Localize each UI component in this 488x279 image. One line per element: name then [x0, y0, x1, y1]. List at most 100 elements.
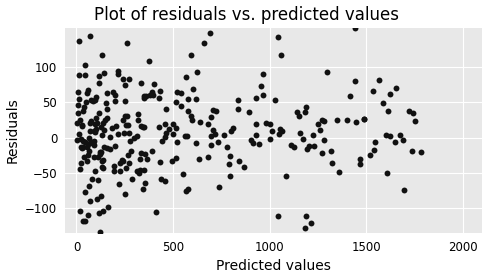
- Point: [90, 140, 98, 144]
- Point: [271, 98, 279, 102]
- Point: [114, 72, 122, 77]
- Point: [161, 122, 168, 126]
- Point: [91, 98, 99, 102]
- Point: [155, 125, 163, 129]
- Point: [266, 122, 274, 127]
- Point: [192, 141, 200, 145]
- Point: [133, 133, 141, 138]
- Point: [90, 155, 98, 160]
- Point: [85, 184, 93, 188]
- Point: [136, 157, 144, 161]
- Point: [73, 138, 81, 143]
- Point: [295, 114, 303, 118]
- Point: [323, 70, 331, 74]
- Point: [174, 140, 182, 144]
- Point: [141, 151, 149, 156]
- Point: [82, 100, 90, 104]
- Point: [141, 181, 149, 186]
- Point: [78, 146, 86, 150]
- Point: [301, 110, 308, 114]
- Point: [212, 109, 220, 114]
- Point: [201, 41, 208, 45]
- Point: [192, 97, 200, 102]
- Point: [184, 97, 192, 102]
- Point: [182, 75, 190, 80]
- Point: [126, 139, 134, 143]
- Point: [137, 80, 144, 85]
- Point: [408, 149, 416, 153]
- Point: [140, 125, 148, 129]
- Point: [99, 121, 107, 126]
- Point: [240, 165, 247, 170]
- Point: [411, 119, 419, 123]
- Point: [103, 116, 111, 120]
- Point: [259, 72, 267, 76]
- Point: [81, 140, 88, 145]
- Point: [109, 89, 117, 94]
- Point: [361, 117, 368, 121]
- Point: [75, 39, 83, 43]
- Point: [168, 159, 176, 163]
- Point: [77, 145, 84, 150]
- Point: [309, 144, 317, 148]
- Point: [318, 150, 325, 155]
- Point: [74, 103, 81, 108]
- Point: [252, 96, 260, 100]
- Point: [302, 214, 310, 218]
- Point: [305, 144, 312, 148]
- Point: [136, 167, 143, 172]
- Point: [169, 122, 177, 127]
- Point: [197, 120, 204, 124]
- Point: [234, 98, 242, 102]
- Point: [252, 133, 260, 137]
- Point: [134, 112, 142, 117]
- Point: [86, 141, 94, 146]
- Point: [287, 143, 295, 147]
- Point: [258, 84, 265, 88]
- Point: [81, 219, 89, 223]
- Point: [275, 131, 283, 136]
- Point: [392, 86, 400, 90]
- Point: [74, 110, 82, 115]
- Point: [259, 92, 267, 97]
- Point: [206, 115, 214, 119]
- Point: [234, 107, 242, 111]
- Point: [93, 196, 101, 201]
- Point: [90, 129, 98, 133]
- Point: [152, 210, 160, 214]
- Point: [137, 151, 144, 156]
- Point: [215, 140, 223, 144]
- Point: [207, 143, 215, 148]
- Point: [94, 155, 102, 159]
- Point: [88, 177, 96, 181]
- X-axis label: Predicted values: Predicted values: [216, 259, 331, 273]
- Point: [99, 158, 107, 163]
- Point: [142, 157, 150, 161]
- Point: [85, 135, 93, 140]
- Point: [89, 99, 97, 104]
- Point: [301, 226, 308, 231]
- Point: [184, 187, 192, 191]
- Point: [141, 94, 148, 98]
- Point: [83, 91, 91, 95]
- Point: [115, 181, 123, 186]
- Point: [122, 166, 130, 170]
- Point: [81, 63, 89, 67]
- Point: [276, 127, 284, 131]
- Point: [84, 153, 92, 157]
- Point: [187, 114, 195, 118]
- Point: [309, 132, 317, 137]
- Point: [386, 134, 394, 138]
- Point: [320, 119, 328, 123]
- Point: [335, 170, 343, 174]
- Point: [93, 120, 101, 125]
- Point: [391, 140, 399, 145]
- Point: [80, 145, 87, 149]
- Point: [83, 145, 91, 149]
- Point: [93, 95, 101, 99]
- Point: [170, 132, 178, 136]
- Point: [114, 132, 122, 136]
- Point: [95, 110, 103, 115]
- Point: [172, 125, 180, 130]
- Point: [86, 34, 94, 38]
